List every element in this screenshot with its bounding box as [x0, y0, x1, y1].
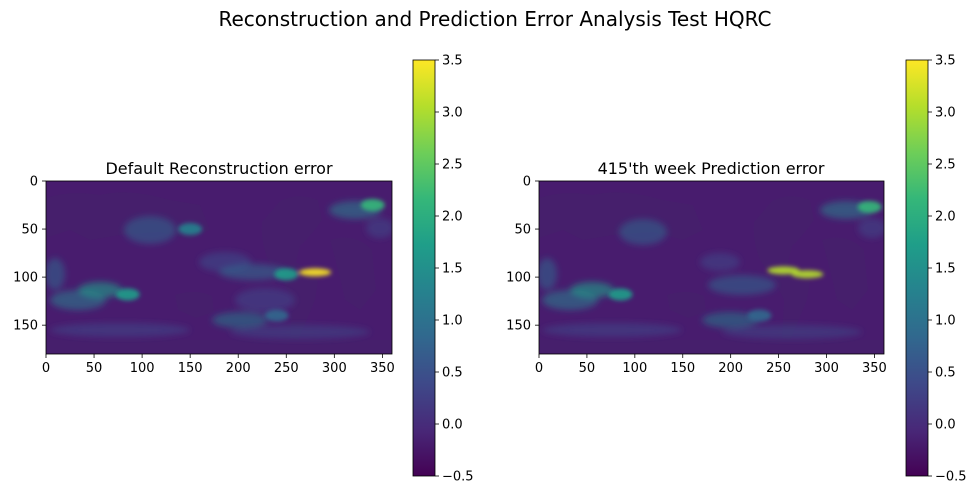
colorbar-tick-label: 0.5 [442, 366, 463, 381]
colorbar-tick-label: 1.5 [935, 262, 956, 277]
colorbar-tick-label: 2.5 [935, 158, 956, 173]
map-frame [538, 180, 885, 355]
colorbar-tick-label: 2.0 [935, 210, 956, 225]
land-mask [46, 192, 392, 354]
x-axis: 0 50 100 150 200 250 300 350 [535, 354, 887, 376]
x-tick-label: 350 [370, 361, 395, 376]
error-hotspot [178, 223, 203, 236]
x-tick-label: 50 [86, 361, 103, 376]
y-tick-label: 100 [506, 271, 531, 286]
x-tick-label: 50 [579, 361, 596, 376]
y-tick-label: 0 [523, 175, 531, 190]
reconstruction-error-panel: Default Reconstruction error [13, 159, 395, 376]
error-hotspot [857, 200, 882, 213]
hotspot-layer [608, 200, 882, 322]
reconstruction-panel-title: Default Reconstruction error [105, 159, 333, 178]
colorbar-tick-label: 3.0 [442, 106, 463, 121]
hotspot-layer [115, 199, 385, 322]
error-hotspot [747, 309, 772, 322]
colorbar-tick-label: 1.0 [935, 314, 956, 329]
colorbar-tick-label: 3.0 [935, 106, 956, 121]
error-fields [539, 201, 884, 339]
x-tick-label: 150 [178, 361, 203, 376]
error-hotspot [767, 266, 800, 275]
x-tick-label: 300 [814, 361, 839, 376]
colorbar-tick-label: 2.0 [442, 210, 463, 225]
figure-suptitle: Reconstruction and Prediction Error Anal… [219, 7, 772, 31]
x-tick-label: 200 [718, 361, 743, 376]
colorbar-tick-label: 0.5 [935, 366, 956, 381]
colorbar-tick-label: 0.0 [935, 418, 956, 433]
error-fields [46, 201, 392, 339]
y-tick-label: 150 [506, 319, 531, 334]
colorbar-tick-label: −0.5 [935, 470, 967, 485]
y-tick-label: 0 [30, 175, 38, 190]
x-tick-label: 300 [322, 361, 347, 376]
colorbar-ticks: −0.5 0.0 0.5 1.0 1.5 2.0 2.5 3.0 3.5 [435, 54, 474, 485]
x-tick-label: 350 [862, 361, 887, 376]
prediction-colorbar: −0.5 0.0 0.5 1.0 1.5 2.0 2.5 3.0 3.5 [905, 54, 967, 485]
colorbar-gradient [905, 59, 929, 477]
y-tick-label: 50 [21, 223, 38, 238]
error-hotspot [264, 309, 289, 322]
error-hotspot [115, 288, 140, 301]
x-tick-label: 250 [766, 361, 791, 376]
colorbar-tick-label: 1.5 [442, 262, 463, 277]
y-tick-label: 100 [13, 271, 38, 286]
prediction-error-panel: 415'th week Prediction error [506, 159, 887, 376]
x-axis: 0 50 100 150 200 250 300 350 [42, 354, 395, 376]
y-tick-label: 50 [514, 223, 531, 238]
y-axis: 0 50 100 150 [506, 175, 539, 334]
x-tick-label: 100 [130, 361, 155, 376]
error-hotspot [791, 270, 824, 279]
error-hotspot [608, 288, 633, 301]
prediction-panel-title: 415'th week Prediction error [598, 159, 825, 178]
reconstruction-error-heatmap [46, 181, 392, 354]
x-tick-label: 200 [226, 361, 251, 376]
y-axis: 0 50 100 150 [13, 175, 46, 334]
x-tick-label: 100 [622, 361, 647, 376]
y-tick-label: 150 [13, 319, 38, 334]
colorbar-tick-label: −0.5 [442, 470, 474, 485]
x-tick-label: 0 [535, 361, 543, 376]
colorbar-tick-label: 3.5 [442, 54, 463, 69]
colorbar-tick-label: 1.0 [442, 314, 463, 329]
colorbar-gradient [412, 59, 436, 477]
error-hotspot [299, 268, 332, 277]
colorbar-tick-label: 2.5 [442, 158, 463, 173]
colorbar-tick-label: 0.0 [442, 418, 463, 433]
reconstruction-colorbar: −0.5 0.0 0.5 1.0 1.5 2.0 2.5 3.0 3.5 [412, 54, 474, 485]
x-tick-label: 150 [670, 361, 695, 376]
x-tick-label: 250 [274, 361, 299, 376]
colorbar-ticks: −0.5 0.0 0.5 1.0 1.5 2.0 2.5 3.0 3.5 [928, 54, 967, 485]
map-frame [45, 180, 393, 355]
colorbar-tick-label: 3.5 [935, 54, 956, 69]
error-hotspot [274, 268, 299, 281]
prediction-error-heatmap [539, 181, 884, 354]
error-hotspot [360, 199, 385, 212]
x-tick-label: 0 [42, 361, 50, 376]
